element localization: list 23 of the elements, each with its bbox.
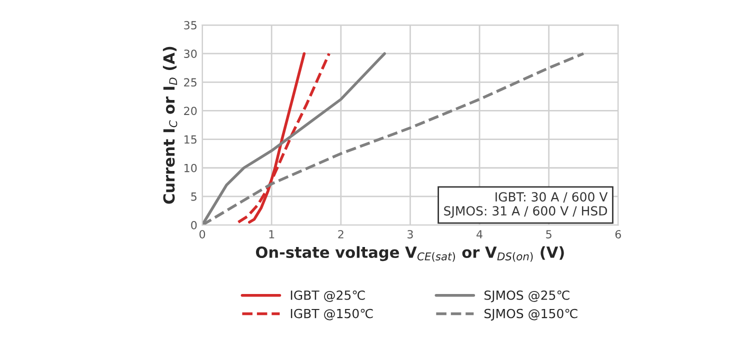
x-tick-label: 3 bbox=[408, 230, 413, 238]
y-tick-label: 25 bbox=[184, 78, 196, 87]
y-tick-label: 20 bbox=[184, 106, 197, 116]
y-tick-label: 0 bbox=[191, 220, 197, 230]
y-axis-title: Current I$_{C}$ or I$_{D}$ (A) bbox=[162, 46, 178, 204]
y-tick-label: 5 bbox=[191, 192, 196, 201]
y-tick-label: 30 bbox=[184, 50, 197, 58]
line-series bbox=[236, 52, 331, 224]
annotation: IGBT: 30 A / 600 V SJMOS: 31 A / 600 V / HSD bbox=[444, 192, 608, 218]
y-tick-label: 15 bbox=[184, 135, 196, 144]
legend-label: SJMOS @150℃ bbox=[484, 308, 578, 321]
x-tick-label: 2 bbox=[338, 230, 344, 238]
x-axis-title: On-state voltage V$_{CE(sat)}$ or V$_{DS(on)}$ (V) bbox=[256, 246, 564, 262]
x-tick-label: 6 bbox=[615, 230, 621, 238]
y-tick-label: 10 bbox=[184, 164, 197, 172]
x-tick-label: 5 bbox=[546, 230, 552, 238]
y-tick-label: 35 bbox=[184, 21, 196, 30]
legend-label: SJMOS @25℃ bbox=[484, 290, 570, 302]
x-tick-label: 4 bbox=[476, 230, 482, 238]
legend-label: IGBT @150℃ bbox=[290, 308, 373, 320]
x-tick-label: 0 bbox=[199, 230, 206, 238]
legend-label: IGBT @25℃ bbox=[290, 290, 365, 302]
x-tick-label: 1 bbox=[269, 230, 274, 238]
